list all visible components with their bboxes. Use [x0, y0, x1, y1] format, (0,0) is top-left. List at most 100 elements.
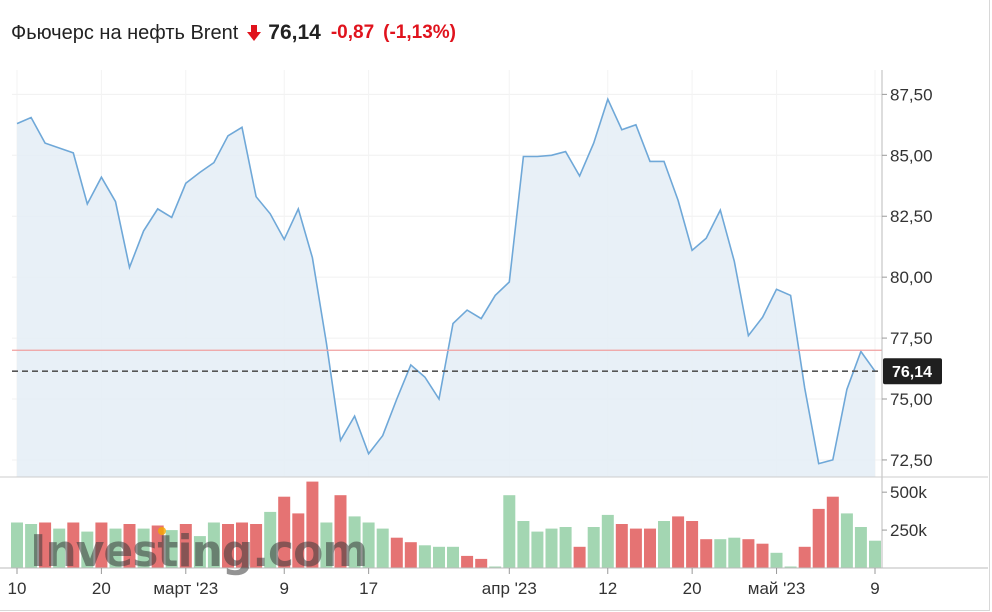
price-tick-label: 77,50 — [890, 329, 933, 348]
last-price: 76,14 — [268, 21, 321, 44]
price-tick-label: 82,50 — [890, 207, 933, 226]
price-point — [480, 317, 482, 319]
volume-bar — [531, 531, 544, 568]
price-point — [396, 398, 398, 400]
price-point — [269, 213, 271, 215]
price-point — [114, 200, 116, 202]
volume-bar — [629, 528, 642, 568]
price-tick-label: 85,00 — [890, 146, 933, 165]
volume-bar — [461, 555, 474, 568]
price-point — [578, 175, 580, 177]
price-axis: 87,50 85,00 82,50 80,00 77,50 75,00 72,50 — [882, 85, 933, 470]
time-tick-label: 10 — [8, 579, 27, 598]
price-point — [536, 155, 538, 157]
price-point — [100, 176, 102, 178]
watermark-logo: Investing.com — [30, 526, 367, 577]
volume-bar — [376, 528, 389, 568]
time-axis: 10 20 март '23 9 17 апр '23 12 20 май '23 9 — [8, 568, 880, 598]
volume-bar — [869, 540, 881, 568]
price-point — [199, 171, 201, 173]
price-point — [677, 199, 679, 201]
volume-bar — [854, 527, 867, 568]
price-point — [30, 116, 32, 118]
volume-bar — [348, 516, 361, 568]
volume-bar — [390, 537, 403, 568]
volume-bar — [11, 522, 23, 568]
volume-bar — [475, 558, 488, 568]
price-point — [213, 161, 215, 163]
price-point — [691, 249, 693, 251]
volume-bar — [756, 543, 769, 568]
volume-tick-label: 250k — [890, 521, 927, 540]
volume-bar — [165, 530, 178, 568]
price-point — [874, 370, 876, 372]
price-point — [803, 387, 805, 389]
volume-bar — [292, 513, 305, 568]
volume-bar — [334, 495, 347, 568]
volume-bar — [25, 524, 38, 568]
volume-bar — [840, 513, 853, 568]
price-point — [733, 260, 735, 262]
price-point — [649, 160, 651, 162]
volume-bar — [151, 525, 164, 568]
volume-bar — [517, 521, 530, 568]
volume-bar — [545, 528, 558, 568]
time-tick-label: 9 — [280, 579, 289, 598]
volume-bar — [222, 524, 234, 568]
volume-bar — [447, 546, 459, 568]
price-point — [255, 196, 257, 198]
price-tick-label: 72,50 — [890, 451, 933, 470]
investing-watermark: Investing.com — [30, 526, 368, 577]
arrow-down-icon — [247, 25, 262, 41]
price-point — [663, 160, 665, 162]
price-point — [466, 309, 468, 311]
price-point — [410, 364, 412, 366]
price-line[interactable] — [16, 96, 876, 465]
volume-bar — [404, 542, 417, 568]
price-change: -0,87 — [330, 22, 375, 43]
price-point — [789, 294, 791, 296]
time-tick-label: 12 — [598, 579, 617, 598]
price-tick-label: 80,00 — [890, 268, 933, 287]
volume-bar — [812, 508, 825, 568]
price-point — [494, 294, 496, 296]
time-tick-label: 20 — [92, 579, 111, 598]
price-change-percent: (-1,13%) — [383, 22, 456, 43]
price-point — [607, 98, 609, 100]
price-point — [522, 155, 524, 157]
volume-bar — [67, 522, 80, 568]
volume-bar — [433, 546, 445, 568]
price-point — [382, 434, 384, 436]
price-point — [241, 126, 243, 128]
chart-axes — [0, 70, 988, 569]
volume-bar — [306, 481, 319, 568]
volume-bar — [489, 566, 502, 568]
price-point — [761, 316, 763, 318]
price-point — [353, 415, 355, 417]
volume-bar — [81, 531, 94, 568]
volume-bar — [320, 522, 333, 568]
volume-bar — [418, 545, 431, 569]
price-point — [747, 334, 749, 336]
price-point — [44, 142, 46, 144]
price-point — [156, 208, 158, 210]
volume-bar — [179, 524, 192, 568]
price-point — [325, 342, 327, 344]
price-point — [635, 124, 637, 126]
price-point — [227, 135, 229, 137]
volume-bar — [644, 528, 656, 568]
volume-bar — [615, 524, 628, 568]
volume-axis: 500k 250k — [882, 483, 927, 540]
price-point — [72, 152, 74, 154]
volume-bar — [236, 522, 248, 568]
volume-bars — [11, 481, 881, 569]
volume-bar — [658, 521, 670, 568]
price-point — [311, 256, 313, 258]
price-point — [705, 237, 707, 239]
price-point — [339, 439, 341, 441]
price-point — [185, 182, 187, 184]
price-point — [297, 208, 299, 210]
volume-bar — [601, 514, 614, 568]
instrument-title: Фьючерс на нефть Brent — [11, 21, 239, 44]
